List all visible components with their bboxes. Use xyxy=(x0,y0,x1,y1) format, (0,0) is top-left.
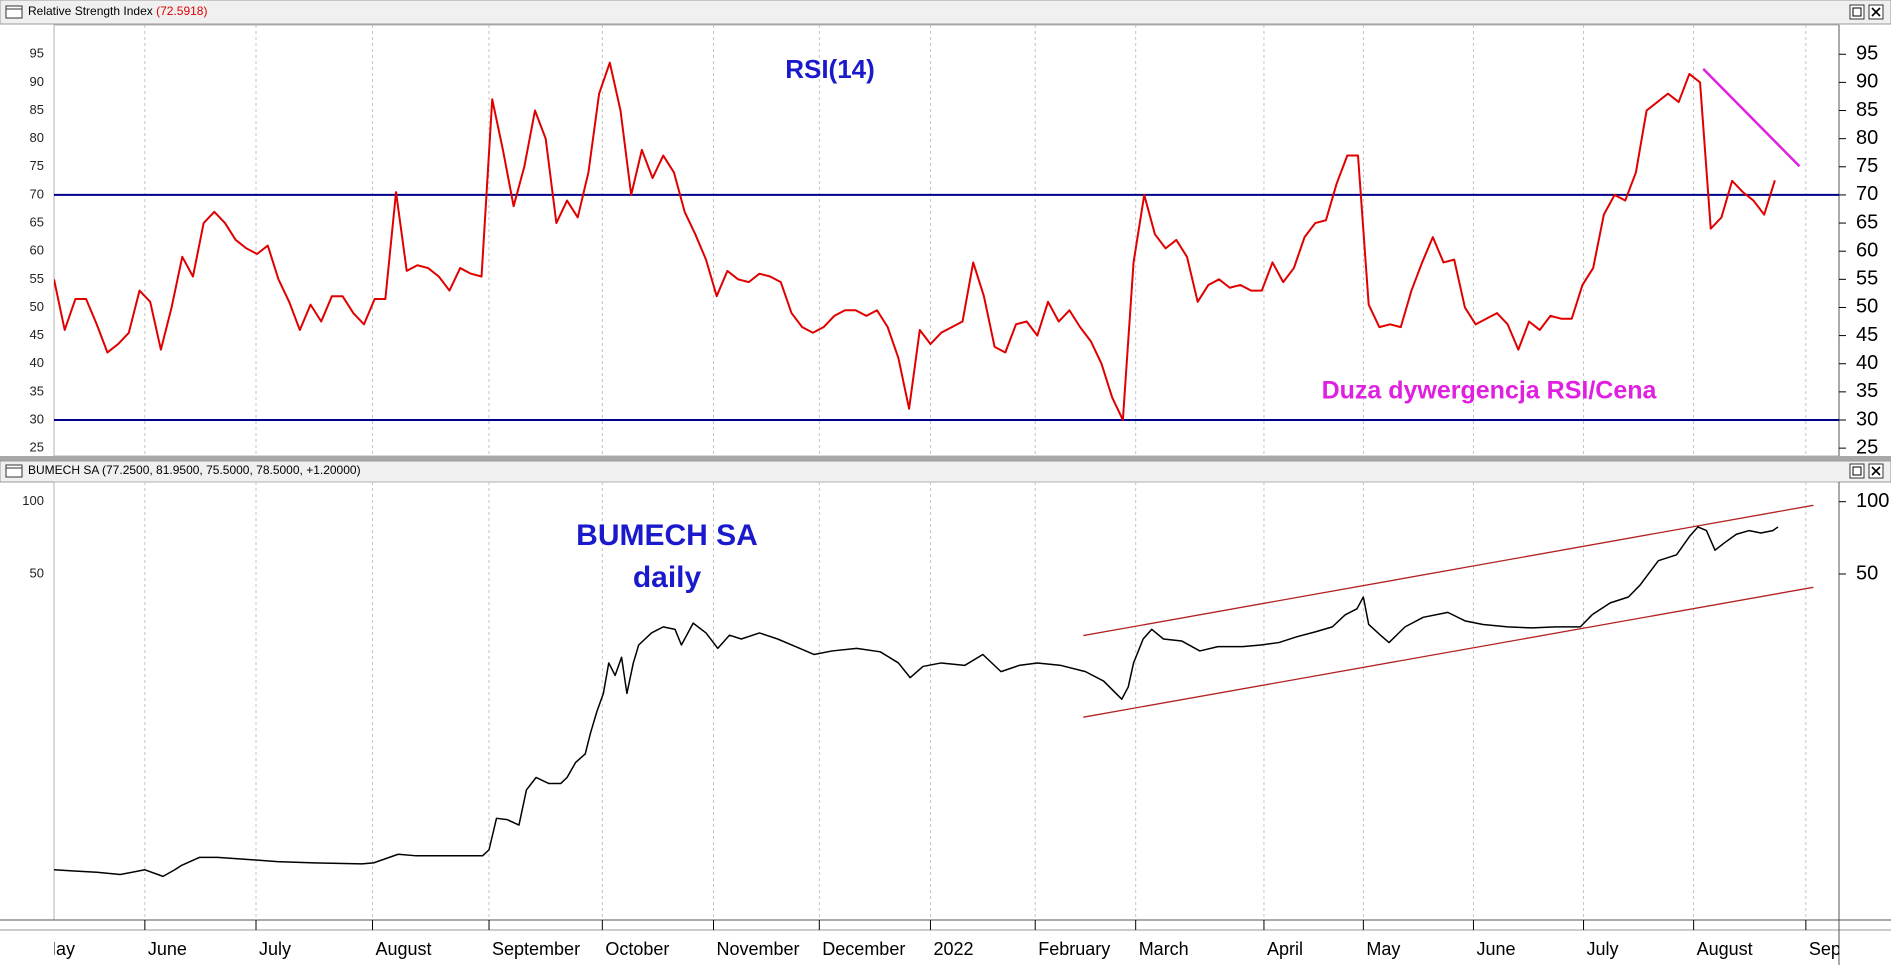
window-title: BUMECH SA (77.2500, 81.9500, 75.5000, 78… xyxy=(28,463,361,477)
title-bar xyxy=(0,0,1891,25)
annotation: Duza dywergencja RSI/Cena xyxy=(1322,377,1658,405)
y-tick-label: 70 xyxy=(30,186,44,201)
x-tick-label: October xyxy=(605,939,669,959)
y-tick-label: 100 xyxy=(1856,490,1889,512)
y-tick-label: 80 xyxy=(1856,127,1878,149)
y-tick-label: 95 xyxy=(30,46,44,61)
price-plot xyxy=(54,482,1814,920)
x-tick-label: May xyxy=(41,939,75,959)
y-tick-label: 50 xyxy=(30,299,44,314)
y-tick-label: 55 xyxy=(1856,268,1878,290)
x-tick-label: November xyxy=(716,939,799,959)
x-tick-label: 2022 xyxy=(933,939,973,959)
y-tick-label: 55 xyxy=(30,271,44,286)
annotation: daily xyxy=(633,561,702,594)
y-tick-label: 50 xyxy=(1856,296,1878,318)
y-tick-label: 45 xyxy=(1856,324,1878,346)
maximize-button[interactable] xyxy=(1849,4,1865,20)
close-button[interactable] xyxy=(1868,463,1884,479)
y-tick-label: 40 xyxy=(1856,352,1878,374)
x-tick-label: September xyxy=(492,939,580,959)
y-tick-label: 25 xyxy=(30,440,44,455)
y-tick-label: 35 xyxy=(30,383,44,398)
x-tick-label: February xyxy=(1038,939,1110,959)
indicator-name: Relative Strength Index xyxy=(28,4,153,18)
window-title: Relative Strength Index (72.5918) xyxy=(28,4,207,18)
x-tick-label: August xyxy=(376,939,432,959)
y-tick-label: 25 xyxy=(1856,436,1878,458)
x-tick-label: June xyxy=(148,939,187,959)
window-icon xyxy=(5,5,23,19)
trendline xyxy=(1083,586,1814,718)
y-tick-label: 30 xyxy=(1856,408,1878,430)
window-icon xyxy=(5,464,23,478)
y-tick-label: 65 xyxy=(1856,211,1878,233)
data-line xyxy=(54,526,1779,878)
y-tick-label: 90 xyxy=(1856,71,1878,93)
y-tick-label: 70 xyxy=(1856,183,1878,205)
x-tick-label: March xyxy=(1139,939,1189,959)
close-button[interactable] xyxy=(1868,4,1884,20)
x-tick-label: May xyxy=(1366,939,1400,959)
y-tick-label: 45 xyxy=(30,327,44,342)
annotation: BUMECH SA xyxy=(576,519,758,552)
y-tick-label: 35 xyxy=(1856,380,1878,402)
y-tick-label: 80 xyxy=(30,130,44,145)
y-tick-label: 60 xyxy=(30,243,44,258)
rsi-plot xyxy=(54,25,1839,456)
panel-separator xyxy=(0,456,1891,461)
y-tick-label: 75 xyxy=(30,158,44,173)
ticks: 25 25 30 30 35 35 40 40 45 45 50 50 55 55 60 60 65 65 70 70… xyxy=(22,43,1889,585)
y-tick-label: 40 xyxy=(30,355,44,370)
x-tick-label: Sep xyxy=(1809,939,1841,959)
trendline xyxy=(1083,504,1814,637)
indicator-value: (72.5918) xyxy=(156,4,207,18)
y-tick-label: 60 xyxy=(1856,239,1878,261)
x-axis-labels: May June July August September October Novembe… xyxy=(41,920,1841,959)
maximize-button[interactable] xyxy=(1849,463,1865,479)
x-tick-label: April xyxy=(1267,939,1303,959)
data-line xyxy=(54,61,1776,421)
y-tick-label: 100 xyxy=(22,493,44,508)
x-tick-label: August xyxy=(1697,939,1753,959)
y-tick-label: 50 xyxy=(1856,562,1878,584)
x-tick-label: July xyxy=(259,939,291,959)
y-tick-label: 90 xyxy=(30,74,44,89)
y-tick-label: 95 xyxy=(1856,43,1878,65)
x-tick-label: July xyxy=(1587,939,1619,959)
annotation: RSI(14) xyxy=(785,54,875,84)
trendline xyxy=(1702,68,1801,168)
y-tick-label: 85 xyxy=(1856,99,1878,121)
y-tick-label: 85 xyxy=(30,102,44,117)
x-tick-label: December xyxy=(822,939,905,959)
y-tick-label: 50 xyxy=(30,565,44,580)
y-tick-label: 65 xyxy=(30,214,44,229)
y-tick-label: 75 xyxy=(1856,155,1878,177)
x-tick-label: June xyxy=(1476,939,1515,959)
y-tick-label: 30 xyxy=(30,411,44,426)
